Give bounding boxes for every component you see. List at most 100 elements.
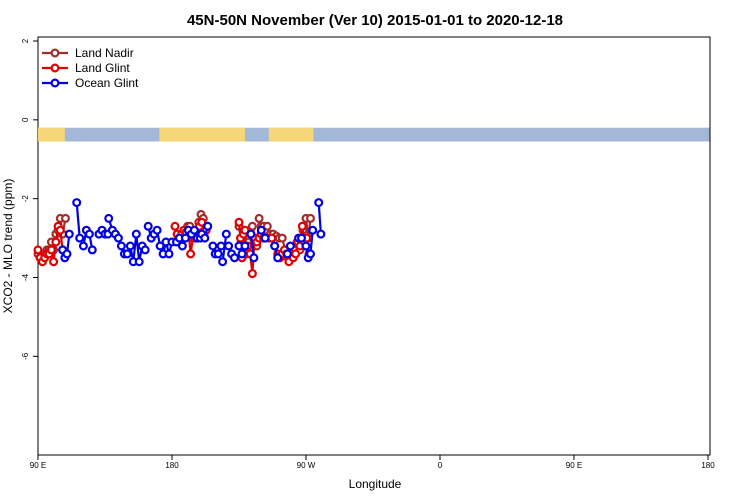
series-layer	[33, 198, 326, 279]
data-point	[308, 225, 318, 235]
data-point	[237, 249, 247, 259]
data-point	[208, 241, 218, 251]
data-point	[240, 241, 250, 251]
data-point	[316, 229, 326, 239]
legend-marker	[50, 63, 60, 73]
data-point	[46, 245, 56, 255]
data-point	[72, 198, 82, 208]
y-tick-label: -4	[21, 273, 30, 281]
data-point	[78, 241, 88, 251]
data-point	[230, 253, 240, 263]
y-axis-title: XCO2 - MLO trend (ppm)	[1, 179, 15, 314]
data-point	[104, 213, 114, 223]
data-point	[152, 225, 162, 235]
x-tick-label: 90 W	[297, 461, 316, 470]
data-point	[297, 221, 307, 231]
data-point	[262, 221, 272, 231]
data-point	[84, 229, 94, 239]
data-point	[218, 257, 228, 267]
data-point	[246, 229, 256, 239]
data-point	[247, 269, 257, 279]
data-point	[113, 233, 123, 243]
series-line	[75, 202, 81, 239]
data-point	[125, 241, 135, 251]
data-point	[87, 245, 97, 255]
y-tick-label: -2	[21, 195, 30, 203]
data-point	[197, 217, 207, 227]
data-point	[186, 249, 196, 259]
data-point	[213, 249, 223, 259]
data-point	[247, 221, 257, 231]
legend-marker	[50, 78, 60, 88]
data-point	[134, 257, 144, 267]
data-point	[221, 229, 231, 239]
x-tick-label: 180	[701, 461, 715, 470]
data-point	[254, 213, 264, 223]
chart-title: 45N-50N November (Ver 10) 2015-01-01 to …	[187, 12, 563, 29]
legend-label: Ocean Glint	[75, 76, 139, 90]
data-point	[277, 233, 287, 243]
data-point	[140, 245, 150, 255]
ocean-band	[38, 127, 710, 142]
x-tick-label: 180	[165, 461, 179, 470]
data-point	[260, 233, 270, 243]
data-point	[270, 241, 280, 251]
data-point	[224, 241, 234, 251]
data-point	[49, 257, 59, 267]
data-point	[200, 233, 210, 243]
data-point	[55, 225, 65, 235]
x-axis-title: Longitude	[349, 477, 402, 491]
data-point	[291, 249, 301, 259]
land-ocean-strip	[38, 127, 710, 142]
data-point	[122, 249, 132, 259]
y-tick-label: -6	[21, 352, 30, 360]
x-tick-label: 90 E	[566, 461, 582, 470]
data-point	[51, 237, 61, 247]
data-point	[189, 225, 199, 235]
data-point	[256, 225, 266, 235]
legend-label: Land Glint	[75, 61, 130, 75]
plot-area	[37, 36, 711, 456]
data-point	[282, 249, 292, 259]
x-tick-label: 90 E	[30, 461, 46, 470]
y-tick-label: 2	[21, 38, 30, 43]
data-point	[75, 233, 85, 243]
data-point	[306, 249, 316, 259]
data-point	[64, 229, 74, 239]
data-point	[143, 221, 153, 231]
data-point	[116, 241, 126, 251]
y-tick-label: 0	[21, 117, 30, 122]
data-point	[297, 233, 307, 243]
data-point	[301, 241, 311, 251]
data-point	[33, 245, 43, 255]
data-point	[170, 221, 180, 231]
data-point	[62, 249, 72, 259]
legend-label: Land Nadir	[75, 46, 134, 60]
series-line	[221, 233, 228, 262]
data-point	[249, 253, 259, 263]
data-point	[285, 241, 295, 251]
land-band	[159, 127, 245, 142]
data-point	[234, 217, 244, 227]
data-point	[155, 241, 165, 251]
data-point	[177, 241, 187, 251]
y-axis: 2 0 -2 -4 -6	[21, 38, 38, 360]
data-point	[306, 213, 316, 223]
data-point	[240, 225, 250, 235]
data-point	[164, 249, 174, 259]
legend-marker	[50, 48, 60, 58]
data-point	[180, 233, 190, 243]
data-point	[60, 213, 70, 223]
x-tick-label: 0	[438, 461, 443, 470]
x-axis: 90 E 180 90 W 0 90 E 180	[30, 455, 715, 470]
land-band	[268, 127, 314, 142]
data-point	[273, 253, 283, 263]
land-band	[38, 127, 65, 142]
series-line	[317, 202, 322, 235]
data-point	[203, 221, 213, 231]
data-point	[314, 198, 324, 208]
series-ocean-glint	[58, 198, 326, 267]
data-point	[131, 229, 141, 239]
